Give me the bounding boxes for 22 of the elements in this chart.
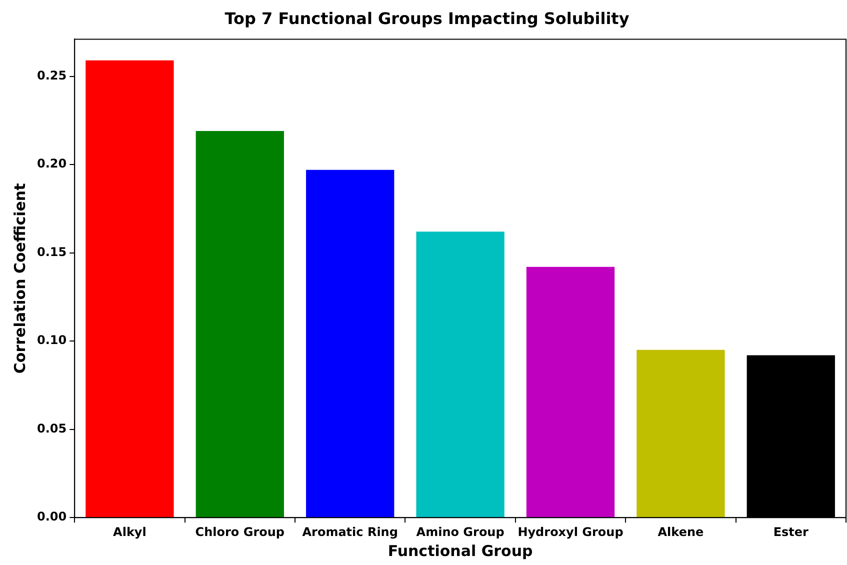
bar bbox=[196, 130, 284, 518]
bar bbox=[636, 350, 725, 518]
bar bbox=[306, 170, 394, 518]
y-tick-label: 0.00 bbox=[37, 510, 67, 524]
y-axis-title: Correlation Coefficient bbox=[10, 183, 29, 374]
x-tick-label: Ester bbox=[773, 524, 809, 539]
y-tick-label: 0.10 bbox=[37, 333, 67, 348]
y-tick-label: 0.20 bbox=[37, 156, 67, 171]
bar bbox=[526, 266, 615, 518]
x-axis-title: Functional Group bbox=[388, 542, 534, 560]
y-tick-label: 0.15 bbox=[37, 244, 67, 259]
y-tick-label: 0.25 bbox=[37, 68, 67, 82]
chart-title: Top 7 Functional Groups Impacting Solubility bbox=[224, 8, 630, 28]
x-tick-label: Alkene bbox=[658, 524, 704, 539]
bar bbox=[416, 232, 504, 518]
x-tick-label: Aromatic Ring bbox=[302, 524, 398, 539]
y-tick-label: 0.05 bbox=[37, 421, 67, 436]
x-tick-label: Alkyl bbox=[113, 524, 146, 539]
x-tick-label: Hydroxyl Group bbox=[518, 524, 624, 539]
bar bbox=[86, 60, 174, 518]
x-tick-label: Amino Group bbox=[416, 524, 505, 539]
x-tick-label: Chloro Group bbox=[195, 524, 285, 539]
